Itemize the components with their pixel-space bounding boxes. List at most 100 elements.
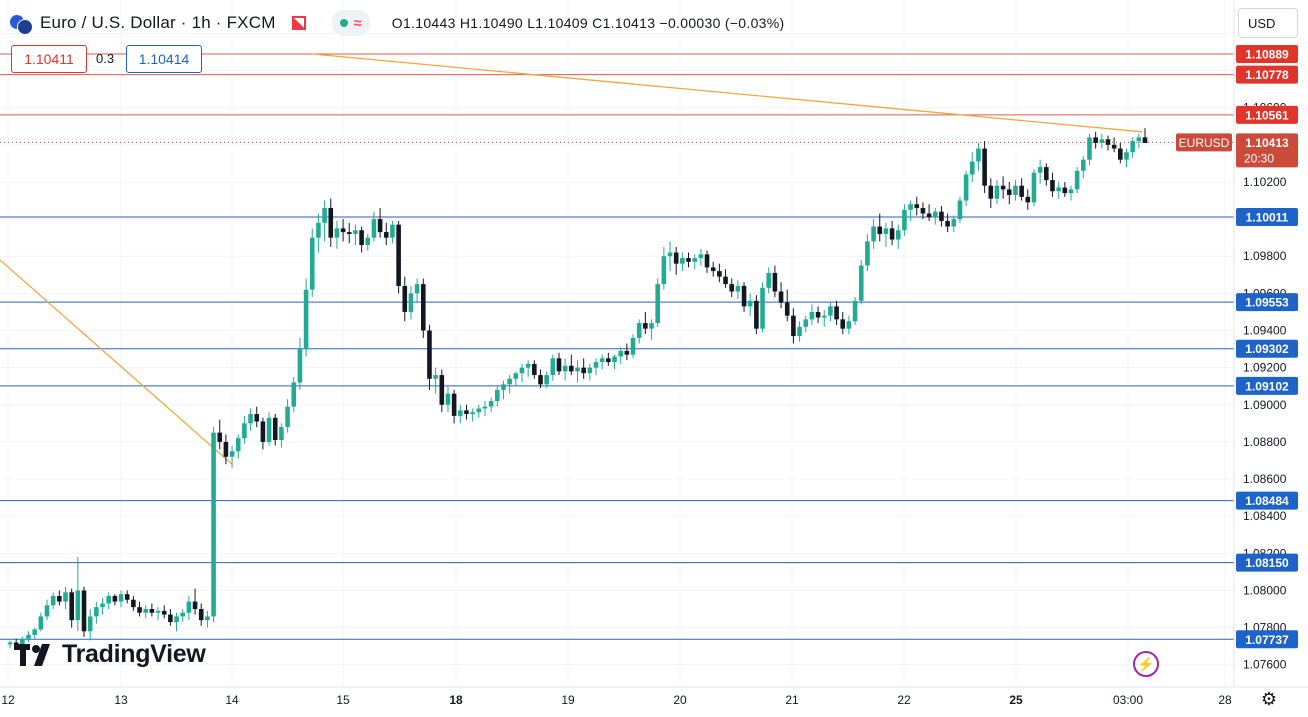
candle-body xyxy=(507,378,512,385)
candle-body xyxy=(741,285,747,307)
candle-body xyxy=(655,284,660,324)
level-label-bg xyxy=(1236,553,1298,572)
candle-body xyxy=(1130,141,1135,153)
lightning-icon[interactable]: ⚡ xyxy=(1133,651,1159,677)
candle-body xyxy=(205,616,210,621)
symbol-title[interactable]: Euro / U.S. Dollar · 1h · FXCM xyxy=(40,13,276,32)
candle-body xyxy=(908,204,913,210)
candle-body xyxy=(815,311,821,318)
candle-body xyxy=(735,285,741,292)
candle-body xyxy=(75,590,81,621)
level-label: 1.09553 xyxy=(1245,296,1289,310)
level-label: 1.10561 xyxy=(1245,108,1289,122)
level-label-bg xyxy=(1236,105,1298,124)
candle-body xyxy=(94,607,99,617)
candle-body xyxy=(593,362,599,368)
time-tick-label: 03:00 xyxy=(1113,693,1143,707)
trend-line-lower xyxy=(0,259,233,465)
flag-marker-icon[interactable] xyxy=(291,16,306,30)
time-tick-label: 15 xyxy=(336,693,350,707)
sell-price-button[interactable]: 1.10411 xyxy=(11,45,87,73)
candle-body xyxy=(550,358,556,376)
grid xyxy=(0,0,1234,687)
candle-body xyxy=(285,406,290,428)
candle-body xyxy=(1044,167,1049,181)
candle-body xyxy=(945,220,950,227)
candle-body xyxy=(1074,170,1080,190)
time-tick-label: 19 xyxy=(561,693,575,707)
candle-body xyxy=(229,451,235,457)
candle-body xyxy=(575,367,580,372)
candle-body xyxy=(865,241,870,266)
candle-body xyxy=(161,610,167,615)
candle-body xyxy=(359,230,364,246)
candle-body xyxy=(797,326,802,337)
price-tick-label: 1.08400 xyxy=(1243,509,1287,523)
currency-label: USD xyxy=(1248,15,1276,31)
candle-body xyxy=(309,237,315,290)
candle-body xyxy=(1025,196,1031,203)
candle-body xyxy=(100,603,105,608)
buy-price-button[interactable]: 1.10414 xyxy=(126,45,202,73)
candle-body xyxy=(272,417,278,441)
candle-body xyxy=(562,365,568,372)
candle-body xyxy=(7,642,13,645)
time-axis-ticks: 12 13 14 15 18 19 20 21 22 25 03:00 28 xyxy=(1,693,1232,707)
level-label-bg xyxy=(1236,630,1298,649)
candle-body xyxy=(1081,159,1086,171)
candle-body xyxy=(155,610,161,613)
candle-body xyxy=(69,592,74,621)
candle-body xyxy=(1142,137,1148,143)
candle-body xyxy=(1093,137,1098,143)
candle-body xyxy=(266,417,272,442)
price-tick-label: 1.09000 xyxy=(1243,398,1287,412)
wave-icon: ≈ xyxy=(353,14,362,32)
time-tick-label: 28 xyxy=(1218,693,1232,707)
candle-body xyxy=(1000,185,1006,190)
candle-body xyxy=(402,285,408,312)
candle-body xyxy=(1056,187,1061,192)
bar-countdown: 20:30 xyxy=(1244,151,1274,165)
candle-body xyxy=(803,319,809,327)
candle-body xyxy=(1068,189,1074,194)
candle-body xyxy=(396,224,401,286)
candle-body xyxy=(969,161,975,175)
level-labels: 1.10889 1.10778 1.10561 1.10011 1.09553 1.093… xyxy=(1236,45,1298,649)
price-tick-label: 1.09400 xyxy=(1243,324,1287,338)
candle-body xyxy=(81,590,87,632)
price-tick-label: 1.10200 xyxy=(1243,175,1287,189)
symbol-tag-bg xyxy=(1176,133,1232,152)
currency-dropdown[interactable]: USD xyxy=(1238,8,1298,38)
level-label: 1.08150 xyxy=(1245,556,1289,570)
candle-body xyxy=(488,401,494,407)
candle-body xyxy=(630,337,636,355)
candle-body xyxy=(673,252,679,264)
candle-body xyxy=(1006,189,1012,195)
candle-body xyxy=(532,363,537,376)
candle-body xyxy=(889,228,895,240)
candle-body xyxy=(698,254,704,259)
candle-body xyxy=(451,393,457,416)
candle-body xyxy=(599,358,605,363)
candle-body xyxy=(852,300,858,322)
candle-body xyxy=(513,373,519,379)
candle-body xyxy=(976,148,981,162)
candle-body xyxy=(618,350,623,357)
candle-body xyxy=(322,207,327,223)
candle-body xyxy=(501,384,506,390)
candle-body xyxy=(470,412,475,415)
candle-body xyxy=(821,315,827,318)
candle-body xyxy=(760,287,765,329)
candle-body xyxy=(519,367,525,374)
market-status-pill[interactable]: ≈ xyxy=(331,10,370,36)
candle-body xyxy=(297,349,303,383)
candle-body xyxy=(20,638,25,645)
settings-gear-icon[interactable]: ⚙ xyxy=(1260,688,1278,709)
candle-body xyxy=(939,211,944,221)
candle-body xyxy=(667,252,673,257)
time-tick-label: 22 xyxy=(897,693,911,707)
price-tick-label: 1.09800 xyxy=(1243,249,1287,263)
level-label: 1.09302 xyxy=(1245,342,1289,356)
